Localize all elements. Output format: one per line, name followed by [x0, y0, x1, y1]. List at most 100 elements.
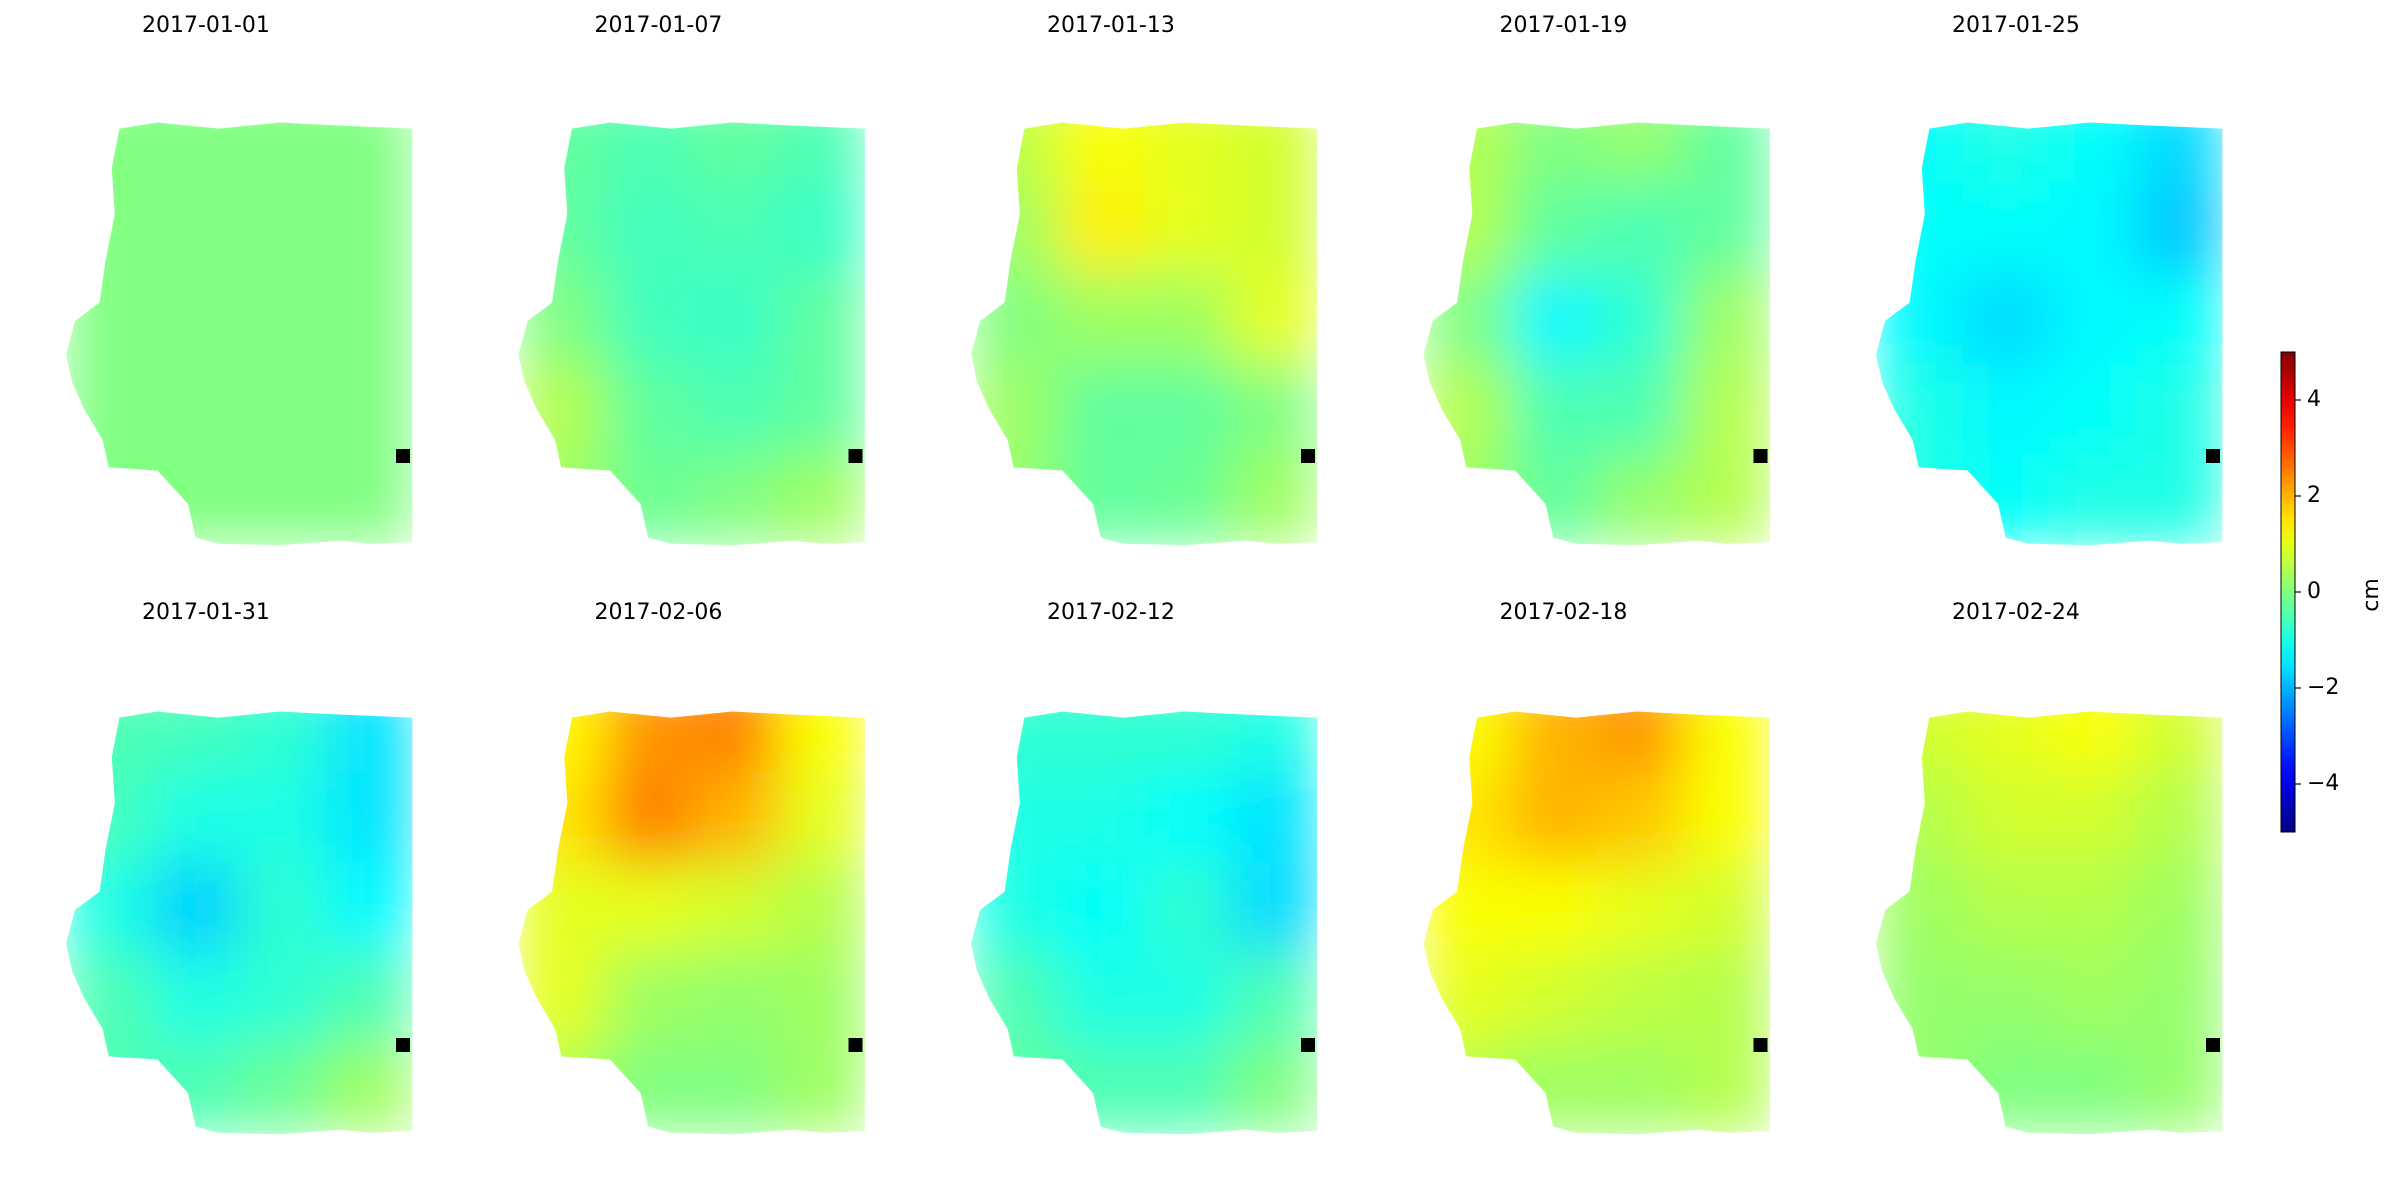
heat-cell — [325, 122, 413, 184]
map-panel — [971, 122, 1318, 546]
heat-cell — [1876, 862, 1963, 954]
heat-cell — [325, 273, 413, 365]
heat-cell — [778, 1043, 865, 1135]
heat-cell — [152, 771, 240, 863]
heat-cell — [325, 363, 413, 455]
heat-cell — [1144, 952, 1231, 1044]
heat-cell — [1144, 711, 1231, 773]
heat-cell — [1596, 771, 1684, 863]
heat-cell — [1423, 862, 1511, 954]
heat-cell — [66, 952, 153, 1044]
heat-cell — [2049, 363, 2136, 455]
heat-cell — [1230, 771, 1318, 863]
heat-cell — [691, 363, 779, 455]
heat-cell — [325, 454, 413, 546]
heat-cell — [2135, 122, 2223, 184]
heat-cell — [605, 711, 692, 773]
map-panel — [971, 711, 1318, 1135]
panel-title: 2017-01-01 — [142, 13, 270, 38]
heat-cell — [1683, 952, 1770, 1044]
heat-cell — [1683, 1043, 1770, 1135]
heat-cell — [605, 862, 692, 954]
heat-cell — [239, 182, 326, 274]
heat-cell — [66, 1043, 153, 1135]
heat-cell — [1057, 454, 1145, 546]
heat-cell — [1596, 363, 1684, 455]
heat-cell — [691, 1043, 779, 1135]
map-panel — [518, 711, 865, 1135]
heat-cell — [66, 454, 153, 546]
heat-cell — [2135, 182, 2223, 274]
heat-cell — [1683, 454, 1770, 546]
heat-cell — [325, 1043, 413, 1135]
heat-cell — [1057, 711, 1145, 773]
heat-cell — [1144, 363, 1231, 455]
heat-cell — [1510, 122, 1597, 184]
heat-cell — [1683, 273, 1770, 365]
heat-cell — [1876, 771, 1963, 863]
heat-cell — [971, 454, 1058, 546]
heat-cell — [66, 182, 153, 274]
heat-cell — [971, 1043, 1058, 1135]
heat-cell — [518, 862, 606, 954]
heat-cell — [691, 952, 779, 1044]
reference-marker — [1753, 449, 1768, 463]
map-panel — [66, 711, 413, 1135]
heat-cell — [1510, 273, 1597, 365]
reference-marker — [2206, 1038, 2220, 1052]
heat-cell — [1876, 1043, 1963, 1135]
heat-cell — [1423, 1043, 1511, 1135]
heat-cell — [152, 1043, 240, 1135]
reference-marker — [1753, 1038, 1768, 1052]
colorbar-tick-label: 0 — [2307, 579, 2321, 604]
heat-cell — [1423, 711, 1511, 773]
heat-cell — [239, 273, 326, 365]
heat-cell — [1230, 363, 1318, 455]
heat-cell — [778, 122, 865, 184]
heat-cell — [1144, 771, 1231, 863]
heat-cell — [66, 363, 153, 455]
heat-cell — [1876, 454, 1963, 546]
heat-cell — [691, 454, 779, 546]
reference-marker — [1301, 1038, 1315, 1052]
heat-cell — [1596, 1043, 1684, 1135]
heat-cell — [152, 122, 240, 184]
heat-cell — [1057, 862, 1145, 954]
heat-cell — [691, 862, 779, 954]
heat-cell — [1423, 771, 1511, 863]
heat-cell — [239, 862, 326, 954]
heat-cell — [1423, 363, 1511, 455]
heat-cell — [1962, 952, 2050, 1044]
reference-marker — [1301, 449, 1315, 463]
heat-cell — [971, 862, 1058, 954]
heat-cell — [1683, 122, 1770, 184]
panel-title: 2017-02-12 — [1047, 600, 1175, 625]
heat-cell — [971, 952, 1058, 1044]
heat-cell — [1876, 182, 1963, 274]
heat-cell — [605, 952, 692, 1044]
heat-cell — [971, 771, 1058, 863]
heat-cell — [1962, 862, 2050, 954]
heat-cell — [1596, 711, 1684, 773]
heat-cell — [325, 711, 413, 773]
heat-cell — [1057, 182, 1145, 274]
heat-cell — [971, 122, 1058, 184]
heat-cell — [1683, 711, 1770, 773]
heat-cell — [1423, 454, 1511, 546]
heat-cell — [2049, 771, 2136, 863]
heat-cell — [1230, 273, 1318, 365]
heat-cell — [1596, 182, 1684, 274]
heat-cell — [152, 363, 240, 455]
heat-cell — [2049, 454, 2136, 546]
heat-cell — [1683, 363, 1770, 455]
panel-title: 2017-02-18 — [1500, 600, 1628, 625]
heat-cell — [2135, 771, 2223, 863]
heat-cell — [1683, 182, 1770, 274]
heat-cell — [605, 771, 692, 863]
heat-cell — [152, 273, 240, 365]
heat-cell — [518, 771, 606, 863]
heat-cell — [1057, 952, 1145, 1044]
heat-cell — [605, 454, 692, 546]
heat-cell — [2049, 122, 2136, 184]
